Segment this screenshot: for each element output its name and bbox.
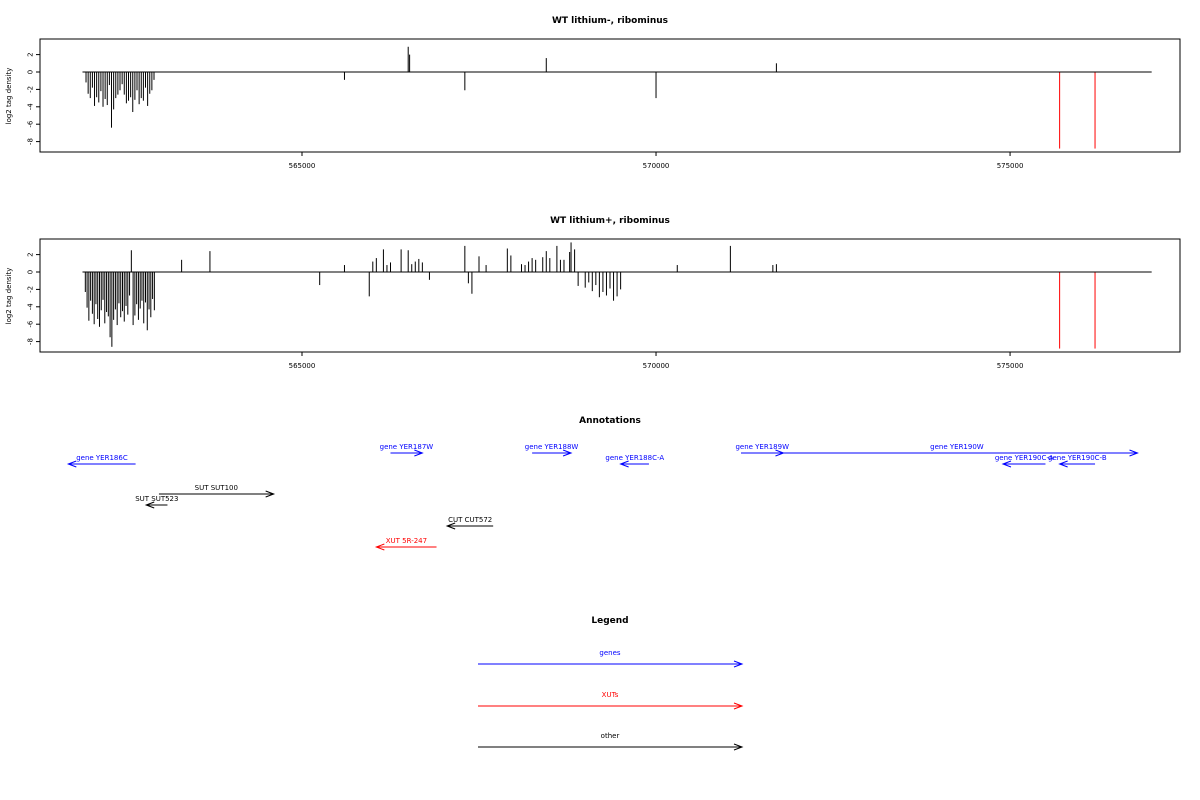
arrowhead-icon [144, 501, 155, 509]
feature-arrow: gene YER187W [380, 443, 434, 457]
feature-label: SUT SUT100 [195, 484, 238, 492]
x-tick-label: 565000 [289, 162, 316, 170]
y-axis-label: log2 tag density [5, 268, 13, 325]
y-tick-label: -8 [27, 138, 35, 145]
legend-item: genes [478, 649, 744, 668]
feature-label: gene YER188C-A [605, 454, 664, 462]
feature-arrows: gene YER186C gene YER187W gene YER188W gene… [66, 443, 1139, 551]
legend-item: other [478, 732, 744, 751]
panel-title: WT lithium-, ribominus [552, 16, 668, 26]
feature-arrow: gene YER186C [66, 454, 136, 468]
feature-label: CUT CUT572 [448, 516, 492, 524]
coverage-panel-lithium-minus: WT lithium-, ribominus log2 tag density … [5, 16, 1181, 170]
y-tick-label: -8 [27, 338, 35, 345]
arrowhead-icon [562, 449, 573, 457]
x-tick-label: 575000 [997, 162, 1024, 170]
feature-arrow: XUT 5R-247 [374, 537, 437, 551]
x-axis: 565000 570000 575000 [289, 152, 1024, 170]
feature-label: gene YER188W [525, 443, 579, 451]
legend-label: XUTs [602, 691, 619, 699]
feature-arrow: gene YER188W [525, 443, 579, 457]
feature-arrow: gene YER190C-B [1048, 454, 1107, 468]
feature-label: gene YER190C-A [995, 454, 1054, 462]
coverage-bars [85, 46, 1096, 149]
feature-arrow: gene YER189W [735, 443, 789, 457]
legend: Legend genes XUTs other [478, 616, 744, 751]
feature-label: SUT SUT523 [135, 495, 178, 503]
arrowhead-icon [374, 543, 385, 551]
arrowhead-icon [414, 449, 424, 457]
arrowhead-icon [66, 460, 77, 468]
feature-label: gene YER187W [380, 443, 434, 451]
arrowhead-icon [1058, 460, 1068, 468]
y-tick-label: -4 [27, 303, 35, 311]
feature-arrow: gene YER190W [776, 443, 1139, 457]
arrowhead-icon [733, 702, 744, 710]
legend-label: other [601, 732, 620, 740]
arrowhead-icon [265, 490, 276, 498]
legend-title: Legend [591, 616, 628, 626]
legend-item: XUTs [478, 691, 744, 710]
arrowhead-icon [445, 522, 456, 530]
feature-label: XUT 5R-247 [386, 537, 427, 545]
feature-arrow: gene YER188C-A [605, 454, 664, 468]
feature-label: gene YER190W [930, 443, 984, 451]
y-tick-label: -6 [27, 120, 35, 128]
arrowhead-icon [619, 460, 629, 468]
panel-title: WT lithium+, ribominus [550, 216, 670, 226]
feature-label: gene YER186C [76, 454, 128, 462]
feature-label: gene YER189W [735, 443, 789, 451]
y-axis-label: log2 tag density [5, 68, 13, 125]
x-tick-label: 565000 [289, 362, 316, 370]
y-axis: 2 0 -2 -4 -6 -8 [27, 252, 41, 345]
y-tick-label: -6 [27, 320, 35, 328]
legend-items: genes XUTs other [478, 649, 744, 751]
feature-arrow: CUT CUT572 [445, 516, 494, 530]
y-tick-label: -2 [27, 286, 35, 293]
legend-label: genes [599, 649, 620, 657]
y-tick-label: -2 [27, 86, 35, 93]
plot-frame [39, 38, 1181, 153]
arrowhead-icon [733, 743, 744, 751]
feature-label: gene YER190C-B [1048, 454, 1107, 462]
coverage-bars [84, 242, 1096, 349]
y-tick-label: 2 [27, 252, 35, 256]
x-tick-label: 570000 [643, 362, 670, 370]
y-tick-label: 2 [27, 52, 35, 56]
y-axis: 2 0 -2 -4 -6 -8 [27, 52, 41, 145]
y-tick-label: -4 [27, 103, 35, 111]
arrowhead-icon [1129, 449, 1139, 457]
feature-arrow: gene YER190C-A [995, 454, 1054, 468]
arrowhead-icon [733, 660, 744, 668]
coverage-panel-lithium-plus: WT lithium+, ribominus log2 tag density … [5, 216, 1181, 370]
y-tick-label: 0 [27, 270, 35, 274]
annotations-title: Annotations [579, 416, 641, 426]
y-tick-label: 0 [27, 70, 35, 74]
x-tick-label: 575000 [997, 362, 1024, 370]
plot-frame [39, 238, 1181, 353]
x-tick-label: 570000 [643, 162, 670, 170]
feature-arrow: SUT SUT523 [135, 495, 178, 509]
arrowhead-icon [1001, 460, 1012, 468]
feature-arrow: SUT SUT100 [158, 484, 276, 498]
x-axis: 565000 570000 575000 [289, 352, 1024, 370]
